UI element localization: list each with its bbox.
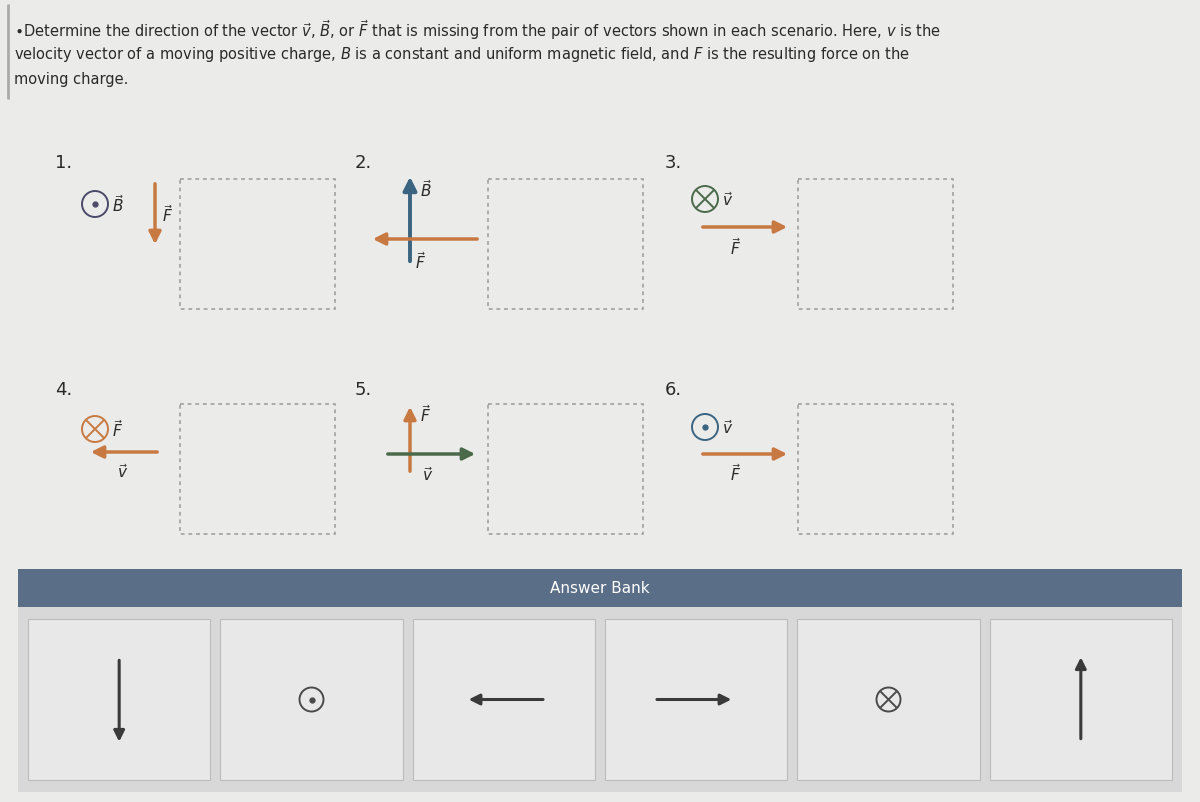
Text: $\vec{F}$: $\vec{F}$ <box>415 251 426 272</box>
Bar <box>605 619 787 780</box>
Text: $\vec{v}$: $\vec{v}$ <box>422 465 433 484</box>
Text: $\vec{F}$: $\vec{F}$ <box>730 463 740 484</box>
Text: $\vec{v}$: $\vec{v}$ <box>118 463 128 480</box>
Bar <box>221 619 403 780</box>
Bar <box>180 180 335 310</box>
Text: moving charge.: moving charge. <box>14 72 128 87</box>
Text: 3.: 3. <box>665 154 683 172</box>
Bar <box>180 404 335 534</box>
Bar <box>990 619 1172 780</box>
Text: 2.: 2. <box>355 154 372 172</box>
Bar <box>798 180 953 310</box>
Text: $\vec{v}$: $\vec{v}$ <box>722 191 733 209</box>
Text: 1.: 1. <box>55 154 72 172</box>
Bar <box>797 619 979 780</box>
Text: 5.: 5. <box>355 380 372 399</box>
Text: 6.: 6. <box>665 380 682 399</box>
Bar <box>488 180 643 310</box>
Text: 4.: 4. <box>55 380 72 399</box>
Text: Answer Bank: Answer Bank <box>550 581 650 596</box>
Text: $\bullet$Determine the direction of the vector $\vec{v}$, $\vec{B}$, or $\vec{F}: $\bullet$Determine the direction of the … <box>14 18 941 42</box>
Text: velocity vector of a moving positive charge, $B$ is a constant and uniform magne: velocity vector of a moving positive cha… <box>14 45 910 64</box>
Bar <box>18 569 1182 607</box>
Text: $\vec{F}$: $\vec{F}$ <box>162 205 173 225</box>
Text: $\vec{F}$: $\vec{F}$ <box>730 237 740 258</box>
Bar <box>798 404 953 534</box>
Bar <box>28 619 210 780</box>
Text: $\vec{B}$: $\vec{B}$ <box>112 194 125 215</box>
Bar <box>413 619 595 780</box>
Text: $\vec{B}$: $\vec{B}$ <box>420 180 432 200</box>
Bar <box>18 607 1182 792</box>
Text: $\vec{F}$: $\vec{F}$ <box>420 404 431 425</box>
Text: $\vec{v}$: $\vec{v}$ <box>722 419 733 436</box>
Bar <box>488 404 643 534</box>
Text: $\vec{F}$: $\vec{F}$ <box>112 419 122 440</box>
